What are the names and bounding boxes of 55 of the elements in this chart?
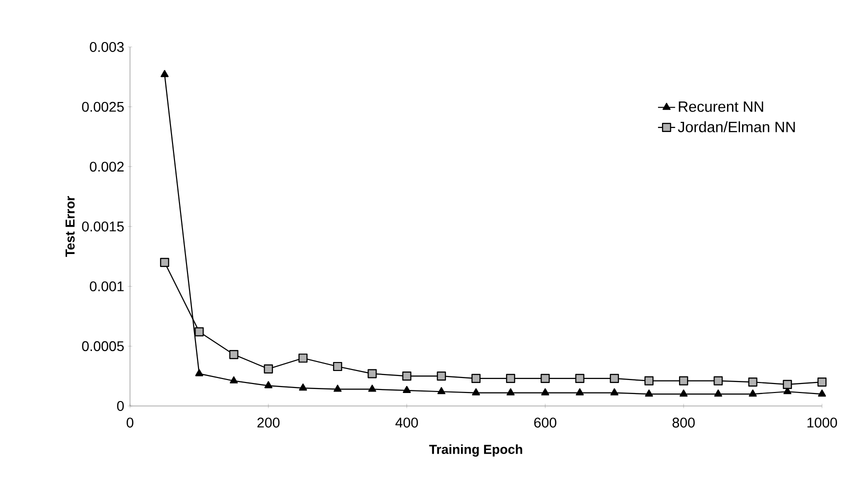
point <box>230 376 238 384</box>
y-tick-label: 0 <box>117 401 124 411</box>
point <box>748 389 757 397</box>
legend-label: Jordan/Elman NN <box>678 121 795 132</box>
y-tick-label: 0.0005 <box>82 341 124 352</box>
x-tick-label: 400 <box>395 418 418 428</box>
x-tick-label: 0 <box>126 418 134 428</box>
point <box>402 372 412 381</box>
point <box>195 369 204 376</box>
point <box>471 374 481 384</box>
y-tick-label: 0.002 <box>90 162 124 172</box>
point <box>334 384 342 392</box>
x-tick-label: 1000 <box>807 418 838 428</box>
y-axis-title: Test Error <box>66 196 75 257</box>
x-tick-label: 200 <box>257 418 280 428</box>
point <box>540 374 550 384</box>
point <box>610 388 618 396</box>
point <box>748 378 758 387</box>
y-tick-label: 0.0025 <box>82 102 124 112</box>
point <box>644 376 654 386</box>
y-tick-label: 0.003 <box>90 42 124 52</box>
point <box>298 383 308 391</box>
point <box>506 374 516 384</box>
x-axis-title: Training Epoch <box>429 444 522 457</box>
point <box>298 354 308 363</box>
point <box>368 369 377 378</box>
point <box>680 389 688 397</box>
point <box>506 388 515 396</box>
point <box>782 380 792 389</box>
point <box>368 384 376 392</box>
point <box>194 327 204 336</box>
point <box>714 376 723 386</box>
point <box>644 389 654 397</box>
point <box>575 374 584 384</box>
point <box>610 374 619 384</box>
point <box>472 388 480 396</box>
point <box>436 372 446 381</box>
point <box>437 387 446 394</box>
legend-label: Recurent NN <box>678 101 764 112</box>
y-tick-label: 0.0015 <box>82 222 124 232</box>
point <box>576 388 584 396</box>
point <box>714 389 722 397</box>
point <box>264 381 272 388</box>
point <box>679 376 688 386</box>
point <box>160 258 170 267</box>
point <box>264 364 273 374</box>
x-tick-label: 800 <box>672 418 695 428</box>
point <box>817 378 827 387</box>
point <box>818 389 826 397</box>
y-tick-label: 0.001 <box>90 281 124 292</box>
x-tick-label: 600 <box>534 418 556 428</box>
point <box>333 362 342 372</box>
point <box>402 386 411 393</box>
point <box>541 388 550 396</box>
point <box>229 350 238 360</box>
